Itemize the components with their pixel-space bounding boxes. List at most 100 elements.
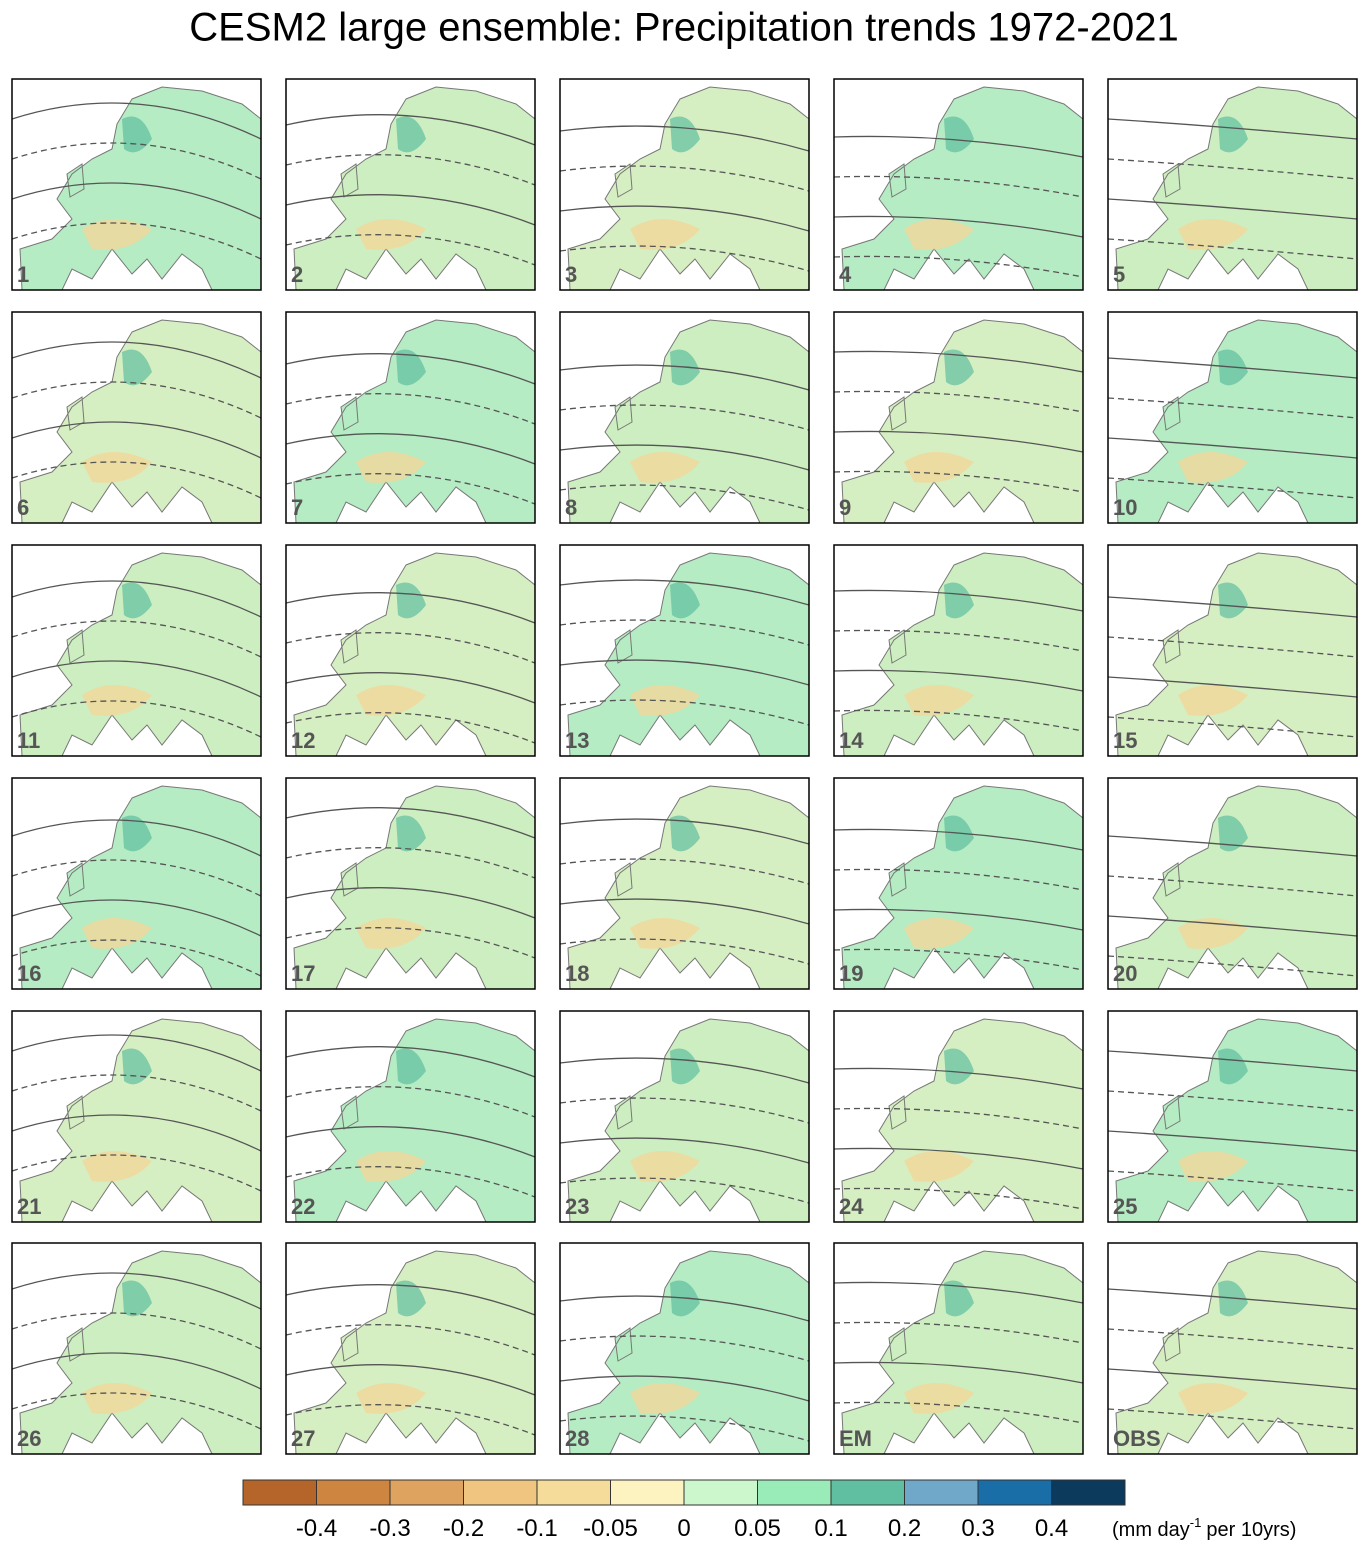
panel-frame [1107, 1010, 1358, 1223]
contour [11, 182, 262, 220]
map-panel: 27 [285, 1242, 536, 1455]
wet-region [1218, 116, 1248, 153]
contour [833, 1321, 1084, 1344]
contour [11, 1074, 262, 1112]
contour [11, 660, 262, 698]
contour [559, 659, 810, 686]
map-panel: 14 [833, 544, 1084, 757]
panel-label: 11 [17, 728, 40, 753]
map-panel: 12 [285, 544, 536, 757]
wet-region [396, 582, 426, 619]
contour [11, 1114, 262, 1152]
map-panel: 21 [11, 1010, 262, 1223]
map-panel: 6 [11, 311, 262, 524]
panel-frame [833, 78, 1084, 291]
contour [833, 868, 1084, 891]
contour [285, 1166, 536, 1198]
wet-region [670, 815, 700, 852]
colorbar-tick-label: 0.3 [961, 1515, 994, 1542]
contour [1107, 397, 1358, 419]
panel-frame [559, 1242, 810, 1455]
panel-label: 4 [839, 262, 852, 287]
wet-region [670, 116, 700, 153]
map-panel: OBS [1107, 1242, 1358, 1455]
panel-label: 9 [839, 495, 851, 520]
wet-region [122, 1280, 152, 1317]
colorbar-tick-label: -0.3 [369, 1515, 410, 1542]
contour [285, 473, 536, 505]
contour [1107, 1368, 1358, 1390]
units: (mm day-1 per 10yrs) [1112, 1515, 1296, 1541]
panel-label: 7 [291, 495, 303, 520]
contour [11, 102, 262, 140]
contour [559, 938, 810, 965]
colorbar-bin [610, 1479, 685, 1506]
panel-label: 2 [291, 262, 303, 287]
contour [285, 592, 536, 624]
colorbar-tick-label: 0.05 [734, 1515, 781, 1542]
contour [285, 1126, 536, 1158]
contour [559, 1335, 810, 1362]
dry-region [82, 1151, 152, 1182]
contour [833, 1147, 1084, 1170]
panel-frame [11, 777, 262, 990]
colorbar-bin [463, 1479, 538, 1506]
units-exponent: -1 [1190, 1515, 1202, 1530]
units-text: (mm day [1112, 1519, 1190, 1541]
map-panel: 5 [1107, 78, 1358, 291]
dry-region [1178, 685, 1248, 716]
contour [1107, 238, 1358, 260]
map-panel: 23 [559, 1010, 810, 1223]
contour [11, 819, 262, 857]
map-panel: 19 [833, 777, 1084, 990]
panel-label: EM [839, 1426, 872, 1451]
contour [1107, 1328, 1358, 1350]
wet-region [1218, 582, 1248, 619]
contour [1107, 198, 1358, 220]
panel-label: 24 [839, 1194, 864, 1219]
panel-label: 14 [839, 728, 864, 753]
panel-frame [833, 1242, 1084, 1455]
panel-label: 19 [839, 961, 863, 986]
dry-region [1178, 1383, 1248, 1414]
contour [285, 1324, 536, 1356]
panel-label: 25 [1113, 1194, 1137, 1219]
wet-region [396, 1280, 426, 1317]
contour [1107, 835, 1358, 857]
contour [1107, 357, 1358, 379]
contour [1107, 676, 1358, 698]
map-panel: 3 [559, 78, 810, 291]
contour [285, 234, 536, 266]
contour [1107, 158, 1358, 180]
contour [833, 390, 1084, 413]
contour [559, 1097, 810, 1124]
contour [833, 255, 1084, 278]
contour [285, 1046, 536, 1078]
panel-frame [11, 1010, 262, 1223]
contour [11, 899, 262, 937]
contour [11, 341, 262, 379]
contour [285, 712, 536, 744]
dry-region [904, 1151, 974, 1182]
wet-region [396, 1048, 426, 1085]
panel-frame [833, 544, 1084, 757]
contour [559, 205, 810, 232]
contour [1107, 437, 1358, 459]
contour [1107, 875, 1358, 897]
panel-frame [833, 777, 1084, 990]
dry-region [904, 219, 974, 250]
contour [285, 1404, 536, 1436]
contour [833, 175, 1084, 198]
contour [833, 709, 1084, 732]
contour [285, 433, 536, 465]
contour [285, 114, 536, 146]
panel-label: 18 [565, 961, 589, 986]
contour [833, 1187, 1084, 1210]
dry-region [82, 1383, 152, 1414]
contour [833, 1067, 1084, 1090]
wet-region [944, 1280, 974, 1317]
dry-region [1178, 918, 1248, 949]
contour [285, 927, 536, 959]
contour [559, 699, 810, 726]
map-panel: 26 [11, 1242, 262, 1455]
